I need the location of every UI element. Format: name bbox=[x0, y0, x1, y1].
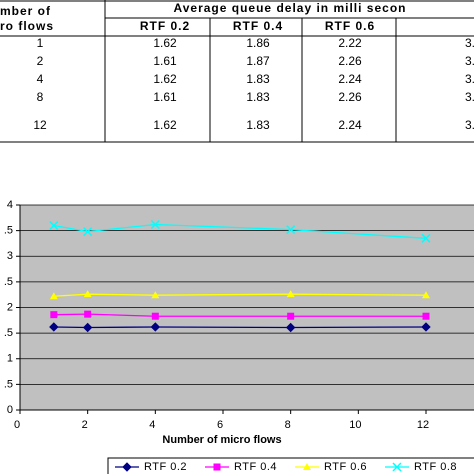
table-cell: 1.83 bbox=[246, 90, 270, 104]
table-cell: 3. bbox=[465, 90, 474, 104]
table-cell: 2.24 bbox=[338, 118, 362, 132]
marker bbox=[83, 290, 92, 298]
x-tick-label: 4 bbox=[149, 419, 155, 431]
x-tick-label: 2 bbox=[82, 419, 88, 431]
legend-label: RTF 0.6 bbox=[324, 461, 367, 473]
marker bbox=[287, 312, 295, 320]
table-cell: 3. bbox=[465, 72, 474, 86]
marker bbox=[150, 219, 160, 230]
legend-marker bbox=[213, 463, 221, 471]
marker bbox=[422, 312, 430, 320]
table-cell: 2 bbox=[37, 54, 44, 68]
x-tick-label: 8 bbox=[285, 419, 291, 431]
marker bbox=[422, 291, 430, 299]
legend-marker bbox=[392, 462, 402, 472]
table-cell: 1.83 bbox=[246, 118, 270, 132]
marker bbox=[49, 322, 59, 332]
legend-label: RTF 0.8 bbox=[414, 461, 457, 473]
y-tick-label: .5 bbox=[4, 276, 13, 288]
table-cell: 1.62 bbox=[153, 118, 177, 132]
table-cell: 8 bbox=[37, 90, 44, 104]
x-tick-label: 10 bbox=[349, 419, 361, 431]
marker bbox=[421, 233, 431, 243]
marker bbox=[150, 322, 161, 332]
marker bbox=[49, 220, 59, 231]
table-cell: 12 bbox=[33, 118, 47, 132]
y-tick-label: .5 bbox=[4, 225, 13, 237]
column-header: RTF 0.6 bbox=[325, 19, 375, 33]
table-cell: 2.26 bbox=[338, 54, 362, 68]
marker bbox=[151, 312, 159, 320]
column-header: RTF 0.2 bbox=[140, 19, 190, 33]
marker bbox=[50, 311, 58, 319]
y-tick-label: .5 bbox=[4, 378, 13, 390]
table-cell: 2.22 bbox=[338, 36, 362, 50]
legend-marker bbox=[122, 462, 132, 472]
legend-label: RTF 0.4 bbox=[234, 461, 277, 473]
table-cell: 1.83 bbox=[246, 72, 270, 86]
marker bbox=[84, 310, 92, 318]
table: mber of ro flows Average queue delay in m… bbox=[0, 0, 474, 143]
x-tick-label: 0 bbox=[14, 419, 20, 431]
y-tick-label: 4 bbox=[7, 199, 13, 211]
y-tick-label: .5 bbox=[4, 327, 13, 339]
table-cell: 1.62 bbox=[153, 72, 177, 86]
table-cell: 3. bbox=[465, 118, 474, 132]
series-line bbox=[53, 326, 427, 329]
y-tick-label: 2 bbox=[7, 301, 13, 313]
legend-label: RTF 0.2 bbox=[144, 461, 187, 473]
table-cell: 2.24 bbox=[338, 72, 362, 86]
legend-box bbox=[107, 457, 474, 474]
marker bbox=[83, 227, 93, 237]
marker bbox=[286, 225, 296, 235]
y-tick-label: 1 bbox=[7, 353, 13, 365]
marker bbox=[285, 322, 296, 333]
marker bbox=[82, 322, 93, 333]
table-cell: 2.26 bbox=[338, 90, 362, 104]
table-cell: 1.62 bbox=[153, 36, 177, 50]
marker bbox=[286, 290, 295, 298]
table-cell: 1 bbox=[37, 36, 44, 50]
table-cell: 1.87 bbox=[246, 54, 270, 68]
table-cell: 3. bbox=[465, 36, 474, 50]
x-axis-title: Number of micro flows bbox=[162, 434, 281, 446]
y-tick-label: 0 bbox=[7, 404, 13, 416]
marker bbox=[49, 292, 58, 300]
table-header: Average queue delay in milli secon bbox=[174, 1, 407, 15]
table-cell: 1.61 bbox=[153, 54, 177, 68]
marker bbox=[421, 322, 431, 332]
table-cell: 1.86 bbox=[246, 36, 270, 50]
table-cell: 4 bbox=[37, 72, 44, 86]
x-tick-label: 6 bbox=[217, 419, 223, 431]
column-header: RTF 0.4 bbox=[233, 19, 283, 33]
table-cell: 1.61 bbox=[153, 90, 177, 104]
y-tick-label: 3 bbox=[7, 250, 13, 262]
x-tick-label: 12 bbox=[417, 419, 429, 431]
legend-marker bbox=[303, 463, 311, 470]
table-header: mber of ro flows bbox=[0, 4, 54, 33]
marker bbox=[151, 291, 160, 299]
table-cell: 3. bbox=[465, 54, 474, 68]
